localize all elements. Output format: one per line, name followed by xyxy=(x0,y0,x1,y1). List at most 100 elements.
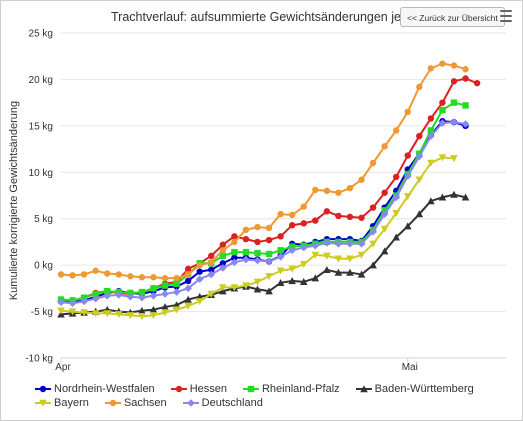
data-point xyxy=(242,248,250,256)
data-point xyxy=(299,243,308,252)
data-point xyxy=(346,239,354,248)
data-point xyxy=(253,285,262,293)
data-point xyxy=(276,252,285,261)
legend-item[interactable]: Sachsen xyxy=(104,397,167,409)
data-point xyxy=(184,302,192,310)
y-tick-label: 5 kg xyxy=(34,214,53,225)
data-point xyxy=(115,271,122,278)
data-point xyxy=(380,225,389,233)
data-point xyxy=(114,311,123,319)
data-point xyxy=(323,265,331,273)
legend-label: Bayern xyxy=(54,397,89,409)
data-point xyxy=(184,265,192,273)
legend-symbol-icon xyxy=(170,385,187,393)
y-tick-label: 20 kg xyxy=(29,75,53,86)
data-point xyxy=(114,291,123,299)
data-point xyxy=(80,271,88,278)
data-point xyxy=(219,241,227,248)
data-point xyxy=(450,99,458,106)
data-point xyxy=(184,277,192,285)
x-tick-label: Mai xyxy=(402,362,418,373)
data-point xyxy=(57,298,65,307)
data-point xyxy=(450,78,458,85)
data-point xyxy=(334,255,343,263)
data-point xyxy=(403,172,412,180)
legend-symbol-icon xyxy=(35,385,51,393)
data-point xyxy=(415,176,424,184)
data-point xyxy=(265,250,273,258)
data-point xyxy=(161,303,169,311)
data-point xyxy=(311,274,320,282)
series-line xyxy=(60,77,478,303)
data-point xyxy=(196,261,203,269)
data-point xyxy=(161,274,169,282)
data-point xyxy=(207,290,216,298)
data-point xyxy=(462,102,469,109)
data-point xyxy=(80,297,88,306)
data-point xyxy=(104,270,111,277)
data-point xyxy=(300,203,307,210)
data-point xyxy=(265,224,273,232)
legend-marker xyxy=(39,399,47,407)
data-point xyxy=(334,268,343,276)
data-point xyxy=(126,292,135,301)
data-point xyxy=(369,159,377,167)
data-point xyxy=(184,271,192,278)
data-point xyxy=(126,312,135,320)
data-point xyxy=(184,295,192,303)
data-point xyxy=(161,309,169,317)
data-point xyxy=(439,106,446,114)
data-point xyxy=(346,213,354,221)
y-tick-label: -10 kg xyxy=(25,354,53,365)
data-point xyxy=(450,190,458,198)
data-point xyxy=(138,274,146,281)
data-point xyxy=(312,217,319,224)
data-point xyxy=(219,252,227,260)
series-bayern xyxy=(57,154,458,321)
data-point xyxy=(334,239,343,248)
back-to-overview-button[interactable]: << Zurück zur Übersicht xyxy=(400,7,505,27)
legend-item[interactable]: Rheinland-Pfalz xyxy=(242,383,340,395)
data-point xyxy=(150,285,157,292)
data-point xyxy=(219,284,227,292)
data-point xyxy=(104,287,111,295)
data-point xyxy=(138,313,146,321)
data-point xyxy=(149,291,158,300)
data-point xyxy=(380,247,389,255)
data-point xyxy=(461,120,470,128)
hamburger-menu-icon[interactable] xyxy=(500,10,512,22)
data-point xyxy=(254,223,261,231)
y-tick-label: 25 kg xyxy=(29,29,53,40)
data-point xyxy=(173,280,180,287)
data-point xyxy=(242,226,250,234)
data-point xyxy=(357,251,366,259)
data-point xyxy=(242,282,250,290)
data-point xyxy=(242,255,250,264)
series-deutschland xyxy=(57,118,470,308)
series-line xyxy=(60,62,466,280)
data-point xyxy=(369,227,377,236)
data-point xyxy=(450,118,458,126)
legend-item[interactable]: Deutschland xyxy=(182,397,263,409)
data-point xyxy=(439,60,446,67)
data-point xyxy=(427,197,435,205)
data-point xyxy=(92,267,99,274)
data-point xyxy=(277,233,284,240)
data-point xyxy=(392,173,400,181)
data-point xyxy=(288,222,296,229)
legend-item[interactable]: Baden-Württemberg xyxy=(355,383,474,395)
data-point xyxy=(231,238,238,246)
data-point xyxy=(161,282,169,289)
data-point xyxy=(219,260,227,267)
legend-item[interactable]: Hessen xyxy=(170,383,227,395)
legend-item[interactable]: Bayern xyxy=(35,397,89,409)
data-point xyxy=(173,274,180,282)
data-point xyxy=(265,273,273,281)
legend-item[interactable]: Nordrhein-Westfalen xyxy=(35,383,155,395)
data-point xyxy=(254,238,261,246)
data-point xyxy=(57,271,65,278)
legend-marker xyxy=(175,385,182,393)
data-point xyxy=(392,209,400,217)
data-point xyxy=(149,312,158,320)
